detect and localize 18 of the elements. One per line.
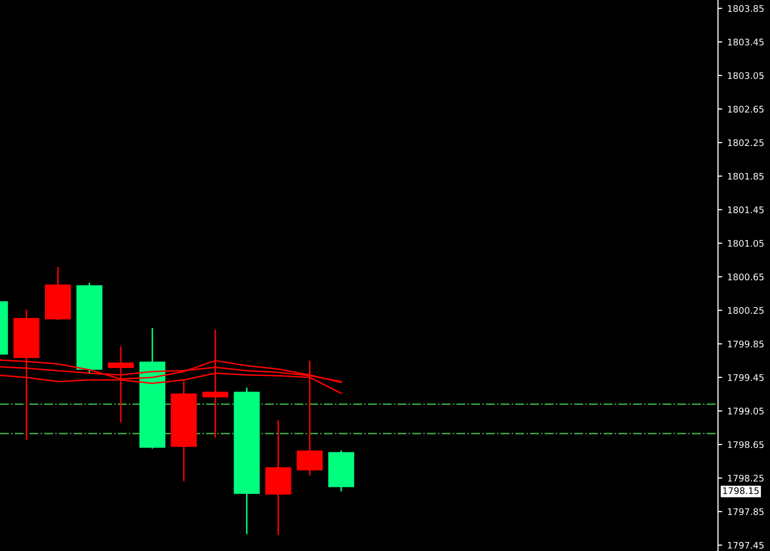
y-tick-label: 1801.85 — [728, 172, 764, 180]
y-tick-label: 1799.45 — [728, 374, 764, 381]
y-tick-label: 1797.45 — [728, 542, 764, 549]
text: 1798.15 — [723, 487, 759, 494]
y-tick-label: 1799.85 — [728, 340, 764, 348]
y-tick-label: 1798.25 — [728, 474, 764, 482]
y-tick-label: 1801.05 — [728, 240, 764, 247]
y-tick-label: 1800.25 — [728, 307, 764, 314]
y-tick-label: 1798.65 — [728, 441, 764, 448]
y-tick-label: 1799.05 — [728, 408, 764, 414]
y-tick-label: 1802.65 — [728, 106, 764, 113]
y-tick-label: 1800.65 — [728, 273, 764, 280]
y-tick-label: 1803.45 — [728, 38, 764, 46]
y-tick-label: 1801.45 — [728, 206, 764, 214]
y-tick-label: 1803.05 — [728, 72, 764, 80]
y-tick-label: 1803.85 — [728, 5, 764, 12]
y-tick-label: 1802.25 — [728, 139, 764, 146]
y-tick-label: 1797.85 — [728, 508, 764, 516]
